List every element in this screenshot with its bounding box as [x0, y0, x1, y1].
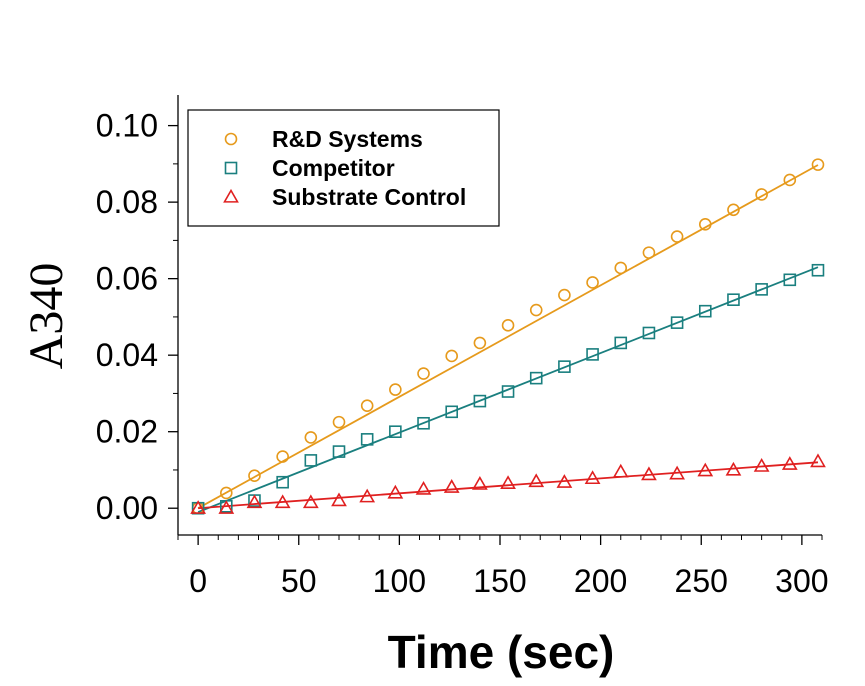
triangle-marker — [641, 466, 657, 481]
triangle-marker — [359, 488, 376, 503]
circle-marker — [473, 336, 487, 350]
y-tick-label: 0.08 — [96, 184, 158, 220]
y-axis-title: A340 — [20, 263, 73, 370]
triangle-marker — [556, 474, 573, 488]
circle-marker — [811, 158, 825, 171]
circle-marker — [248, 469, 261, 482]
x-tick-label: 250 — [675, 563, 728, 599]
square-marker — [304, 454, 318, 467]
fit-line — [197, 266, 819, 513]
legend-label: Substrate Control — [272, 184, 466, 210]
fit-lines — [197, 164, 819, 513]
square-marker — [224, 161, 238, 175]
triangle-marker — [669, 465, 685, 480]
triangle-marker — [190, 500, 207, 514]
square-marker — [558, 360, 571, 373]
x-tick-label: 150 — [473, 563, 526, 599]
circle-marker — [783, 173, 797, 187]
square-marker — [727, 293, 740, 306]
circle-marker — [276, 450, 289, 463]
square-marker — [586, 348, 599, 361]
y-tick-label: 0.10 — [96, 108, 158, 144]
legend-label: Competitor — [272, 155, 395, 181]
circle-marker — [445, 349, 459, 363]
axes: 0.00 0.02 0.04 0.06 0.08 0.10 0 50 100 150 200 250 3… — [96, 95, 829, 599]
square-marker — [389, 425, 402, 438]
triangle-marker — [274, 494, 291, 509]
square-marker — [501, 385, 515, 398]
circle-marker — [670, 230, 684, 243]
triangle-marker — [471, 476, 488, 490]
triangle-marker — [443, 479, 460, 493]
triangle-marker — [302, 494, 319, 509]
y-tick-label: 0.00 — [96, 490, 158, 526]
y-tick-label: 0.06 — [96, 261, 158, 297]
y-tick-label: 0.04 — [96, 337, 158, 373]
legend-box — [187, 109, 500, 227]
square-marker — [360, 433, 374, 446]
triangle-marker — [528, 473, 545, 488]
circle-marker — [727, 203, 740, 217]
triangle-marker — [223, 188, 239, 203]
x-tick-label: 0 — [189, 563, 207, 599]
fit-line — [198, 461, 819, 510]
triangle-marker — [500, 475, 516, 490]
square-marker — [332, 445, 346, 458]
x-axis-title: Time (sec) — [388, 626, 615, 678]
circle-marker — [529, 303, 543, 317]
circle-marker — [755, 188, 768, 201]
circle-marker — [220, 486, 233, 500]
circle-marker — [642, 246, 656, 259]
triangle-marker — [810, 453, 826, 468]
triangle-marker — [753, 458, 770, 472]
triangle-marker — [725, 461, 742, 476]
square-marker — [783, 273, 797, 287]
square-marker — [755, 283, 768, 296]
square-marker — [642, 326, 656, 340]
circle-marker — [501, 319, 515, 332]
circle-marker — [360, 399, 374, 412]
circle-marker — [389, 383, 402, 396]
square-marker — [276, 475, 289, 489]
x-tick-label: 100 — [373, 563, 426, 599]
data-points — [190, 158, 826, 515]
triangle-marker — [612, 463, 629, 478]
square-marker — [811, 263, 825, 277]
triangle-marker — [584, 470, 601, 485]
square-marker — [473, 394, 487, 408]
square-marker — [670, 316, 684, 329]
circle-marker — [614, 261, 628, 275]
square-marker — [614, 336, 628, 350]
square-marker — [417, 416, 430, 430]
legend-label: R&D Systems — [272, 126, 423, 152]
y-tick-label: 0.02 — [96, 414, 158, 450]
circle-marker — [417, 367, 430, 380]
legend-items: R&D Systems Competitor Substrate Control — [223, 126, 466, 210]
square-marker — [698, 304, 712, 318]
legend: R&D Systems Competitor Substrate Control — [187, 109, 500, 227]
triangle-marker — [415, 480, 432, 495]
triangle-marker — [781, 456, 798, 470]
circle-marker — [698, 218, 712, 231]
x-tick-label: 50 — [281, 563, 317, 599]
square-marker — [445, 405, 459, 419]
fit-line — [197, 164, 819, 510]
triangle-marker — [697, 462, 714, 477]
circle-marker — [586, 276, 599, 289]
x-tick-label: 300 — [775, 563, 828, 599]
circle-marker — [224, 132, 238, 146]
square-marker — [529, 371, 543, 385]
circle-marker — [332, 415, 346, 429]
triangle-marker — [387, 484, 404, 499]
triangle-marker — [218, 500, 235, 514]
circle-marker — [304, 431, 318, 444]
triangle-marker — [246, 494, 263, 509]
triangle-marker — [331, 492, 347, 507]
circle-marker — [558, 288, 571, 302]
x-tick-label: 200 — [574, 563, 627, 599]
